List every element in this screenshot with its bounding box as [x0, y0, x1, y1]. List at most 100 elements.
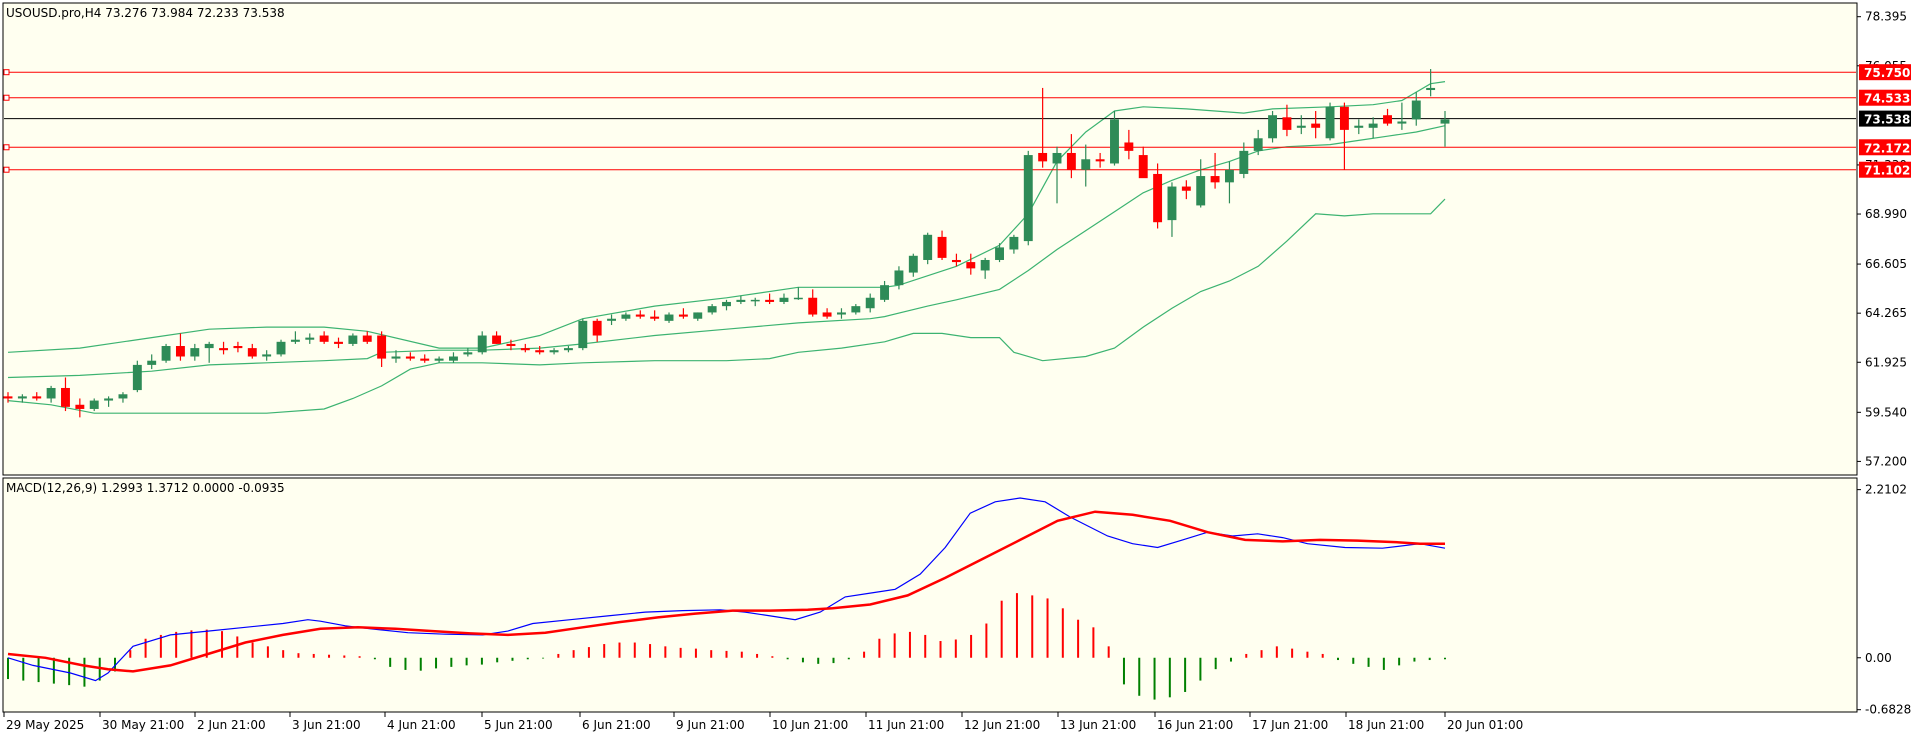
candle-body [305, 337, 315, 340]
candle-body [793, 297, 803, 300]
level-handle[interactable] [3, 144, 10, 151]
price-level-tag-text: 75.750 [1864, 66, 1910, 80]
candle-body [535, 350, 545, 353]
time-tick-label: 30 May 21:00 [102, 718, 184, 732]
candle-body [147, 360, 157, 365]
candle-body [132, 364, 142, 391]
macd-tick-label: 0.00 [1865, 651, 1892, 665]
candle-body [247, 348, 257, 357]
candle-body [262, 354, 272, 357]
time-tick-label: 11 Jun 21:00 [868, 718, 944, 732]
time-tick-label: 13 Jun 21:00 [1060, 718, 1136, 732]
candle-body [1196, 176, 1206, 206]
candle-body [391, 356, 401, 359]
candle-body [190, 348, 200, 357]
candle-body [1224, 169, 1234, 183]
time-tick-label: 20 Jun 01:00 [1447, 718, 1523, 732]
candle-body [1325, 106, 1335, 139]
horizontal-levels[interactable] [3, 69, 1856, 173]
candle-body [851, 306, 861, 313]
price-level-tag [1859, 89, 1911, 106]
price-level-tag-text: 74.533 [1864, 92, 1910, 106]
candle-body [750, 299, 760, 302]
price-level-tag-text: 71.102 [1864, 164, 1910, 178]
candle-body [1311, 123, 1321, 128]
candle-body [1181, 186, 1191, 191]
candle-body [175, 346, 185, 357]
price-tick-label: 64.265 [1865, 306, 1907, 320]
candle-body [104, 398, 114, 401]
candle-body [908, 255, 918, 273]
candle-body [520, 348, 530, 351]
candle-body [923, 234, 933, 260]
candle-body [1009, 236, 1019, 250]
macd-tick-label: 2.2102 [1865, 483, 1907, 497]
candle-body [1411, 100, 1421, 120]
candle-body [204, 343, 214, 349]
candle-body [635, 314, 645, 317]
time-tick-label: 9 Jun 21:00 [676, 718, 745, 732]
candle-body [808, 297, 818, 315]
candle-body [1268, 115, 1278, 139]
price-tick-label: 66.605 [1865, 257, 1907, 271]
candle-body [621, 314, 631, 319]
candle-body [89, 400, 99, 409]
macd-axis: 2.2102 0.00 -0.6828 [1857, 483, 1911, 717]
candle-body [1081, 159, 1091, 170]
bollinger-lower-line [7, 198, 1446, 414]
macd-main-line [7, 497, 1446, 682]
price-level-tag-text: 72.172 [1864, 141, 1910, 155]
candle-body [937, 236, 947, 258]
symbol-info-label: USOUSD.pro,H4 73.276 73.984 72.233 73.53… [6, 6, 285, 20]
level-handle[interactable] [3, 94, 10, 101]
candle-body [463, 352, 473, 355]
price-level-tags: 75.750 74.533 73.538 72.172 71.102 [1859, 64, 1911, 178]
time-tick-label: 17 Jun 21:00 [1252, 718, 1328, 732]
candle-body [1296, 125, 1306, 128]
candle-body [1066, 152, 1076, 170]
candle-body [549, 350, 559, 353]
candle-body [434, 358, 444, 361]
price-tick-label: 61.925 [1865, 355, 1907, 369]
candle-body [736, 299, 746, 302]
level-handle[interactable] [3, 166, 10, 173]
macd-pane[interactable] [2, 477, 1858, 713]
price-level-tag [1859, 64, 1911, 81]
time-tick-label: 4 Jun 21:00 [387, 718, 456, 732]
time-axis: 29 May 2025 30 May 21:00 2 Jun 21:00 3 Jun … [3, 712, 1523, 732]
candle-body [377, 335, 387, 359]
time-tick-label: 3 Jun 21:00 [292, 718, 361, 732]
candle-body [1253, 138, 1263, 151]
candle-body [492, 335, 502, 344]
candle-body [1282, 117, 1292, 130]
candlesticks [3, 69, 1450, 418]
candle-body [420, 358, 430, 361]
macd-lines [7, 497, 1446, 682]
candle-body [405, 356, 415, 359]
candle-body [1383, 115, 1392, 124]
candle-body [1110, 119, 1119, 164]
candle-body [1124, 142, 1134, 151]
candle-body [607, 318, 616, 321]
price-tick-label: 68.990 [1865, 207, 1907, 221]
candle-body [334, 341, 343, 344]
candle-body [966, 262, 976, 269]
candle-body [17, 396, 27, 399]
candle-body [592, 320, 602, 336]
candle-body [506, 343, 516, 347]
macd-signal-line [7, 510, 1445, 673]
macd-tick-label: -0.6828 [1865, 703, 1911, 717]
candle-body [707, 306, 717, 313]
price-tick-label: 78.395 [1865, 10, 1907, 24]
candle-body [865, 297, 875, 309]
candle-body [650, 316, 660, 319]
bollinger-middle-line [7, 125, 1446, 379]
candle-body [362, 335, 372, 342]
candle-body [3, 396, 13, 399]
candle-body [1339, 106, 1349, 130]
candle-body [1397, 121, 1407, 124]
price-axis: 78.39576.05571.33068.99066.60564.26561.9… [1857, 10, 1907, 468]
level-handle[interactable] [3, 69, 10, 76]
